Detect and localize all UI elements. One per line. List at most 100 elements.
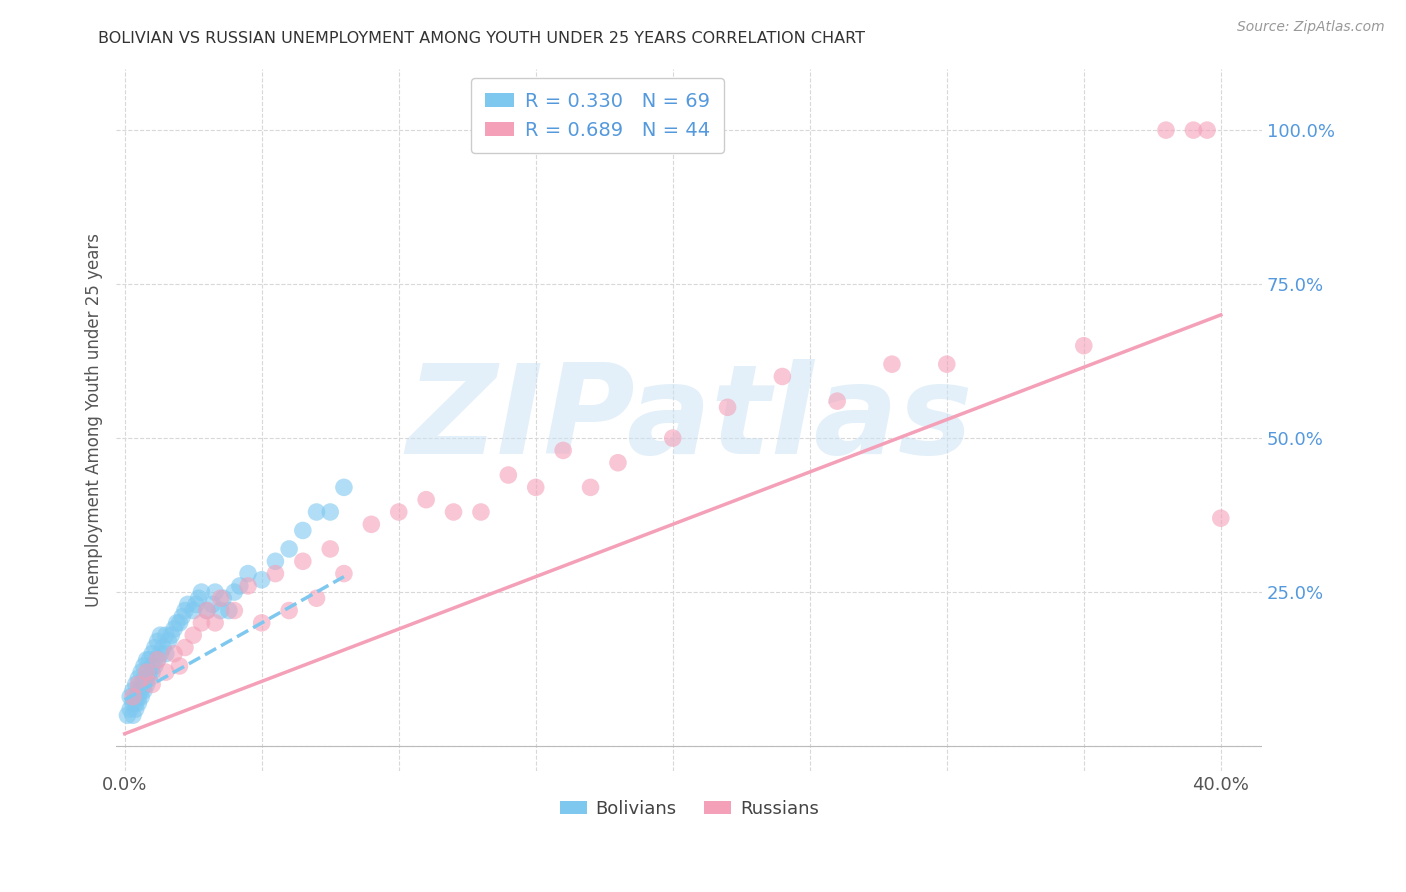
Point: [190, 615, 212, 630]
Point: [127, 677, 149, 691]
Point: [155, 647, 177, 661]
Text: ZIPatlas: ZIPatlas: [406, 359, 973, 480]
Point: [129, 683, 152, 698]
Point: [152, 640, 174, 655]
Point: [127, 683, 149, 698]
Point: [172, 609, 194, 624]
Point: [825, 394, 848, 409]
Point: [360, 517, 382, 532]
Point: [880, 357, 903, 371]
Point: [129, 677, 152, 691]
Point: [120, 690, 142, 704]
Point: [607, 456, 630, 470]
Point: [661, 431, 683, 445]
Point: [146, 634, 169, 648]
Point: [201, 598, 224, 612]
Point: [264, 554, 287, 568]
Point: [141, 665, 163, 680]
Point: [169, 659, 191, 673]
Point: [169, 615, 191, 630]
Point: [138, 653, 160, 667]
Point: [138, 665, 160, 680]
Point: [319, 541, 342, 556]
Point: [305, 505, 328, 519]
Point: [553, 443, 575, 458]
Point: [1182, 123, 1205, 137]
Text: BOLIVIAN VS RUSSIAN UNEMPLOYMENT AMONG YOUTH UNDER 25 YEARS CORRELATION CHART: BOLIVIAN VS RUSSIAN UNEMPLOYMENT AMONG Y…: [98, 31, 866, 46]
Point: [388, 505, 411, 519]
Point: [209, 603, 232, 617]
Point: [250, 573, 273, 587]
Point: [132, 677, 155, 691]
Text: Source: ZipAtlas.com: Source: ZipAtlas.com: [1237, 20, 1385, 34]
Point: [190, 585, 212, 599]
Point: [129, 690, 152, 704]
Point: [250, 615, 273, 630]
Point: [135, 665, 157, 680]
Point: [181, 628, 204, 642]
Point: [224, 603, 246, 617]
Point: [195, 603, 218, 617]
Point: [770, 369, 793, 384]
Point: [333, 480, 356, 494]
Point: [212, 591, 235, 606]
Point: [415, 492, 437, 507]
Point: [157, 634, 180, 648]
Point: [264, 566, 287, 581]
Point: [209, 591, 232, 606]
Point: [498, 468, 520, 483]
Point: [278, 541, 301, 556]
Point: [443, 505, 465, 519]
Point: [166, 615, 188, 630]
Y-axis label: Unemployment Among Youth under 25 years: Unemployment Among Youth under 25 years: [86, 233, 103, 607]
Point: [291, 554, 314, 568]
Point: [124, 690, 146, 704]
Point: [174, 603, 197, 617]
Point: [132, 659, 155, 673]
Point: [305, 591, 328, 606]
Point: [224, 585, 246, 599]
Point: [1154, 123, 1177, 137]
Point: [181, 603, 204, 617]
Point: [177, 598, 200, 612]
Point: [278, 603, 301, 617]
Point: [146, 653, 169, 667]
Point: [579, 480, 602, 494]
Point: [127, 696, 149, 710]
Point: [127, 690, 149, 704]
Point: [1197, 123, 1219, 137]
Point: [141, 659, 163, 673]
Point: [195, 603, 218, 617]
Point: [716, 401, 738, 415]
Point: [155, 665, 177, 680]
Point: [141, 677, 163, 691]
Point: [122, 690, 145, 704]
Point: [470, 505, 492, 519]
Point: [122, 708, 145, 723]
Point: [163, 622, 186, 636]
Point: [155, 628, 177, 642]
Point: [184, 598, 207, 612]
Point: [135, 653, 157, 667]
Point: [122, 696, 145, 710]
Point: [122, 683, 145, 698]
Point: [135, 671, 157, 685]
Point: [120, 702, 142, 716]
Point: [1073, 339, 1095, 353]
Point: [149, 647, 172, 661]
Point: [236, 579, 259, 593]
Point: [146, 653, 169, 667]
Point: [1209, 511, 1232, 525]
Point: [124, 696, 146, 710]
Point: [138, 671, 160, 685]
Point: [333, 566, 356, 581]
Point: [129, 665, 152, 680]
Point: [236, 566, 259, 581]
Point: [204, 615, 226, 630]
Point: [204, 585, 226, 599]
Point: [935, 357, 957, 371]
Point: [160, 628, 183, 642]
Point: [319, 505, 342, 519]
Point: [127, 671, 149, 685]
Point: [135, 665, 157, 680]
